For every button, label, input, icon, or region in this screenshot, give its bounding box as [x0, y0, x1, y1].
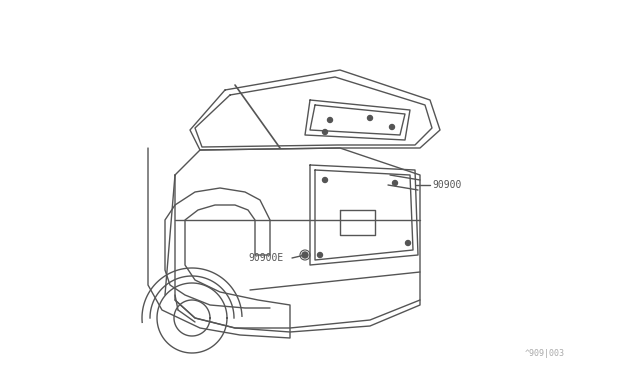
Circle shape — [406, 241, 410, 246]
Text: ^909|003: ^909|003 — [525, 349, 565, 358]
Circle shape — [367, 115, 372, 121]
Circle shape — [392, 180, 397, 186]
Text: 90900E: 90900E — [248, 253, 284, 263]
Circle shape — [323, 129, 328, 135]
Circle shape — [328, 118, 333, 122]
Text: 90900: 90900 — [432, 180, 461, 190]
Circle shape — [390, 125, 394, 129]
Circle shape — [317, 253, 323, 257]
Circle shape — [302, 252, 308, 258]
Circle shape — [323, 177, 328, 183]
